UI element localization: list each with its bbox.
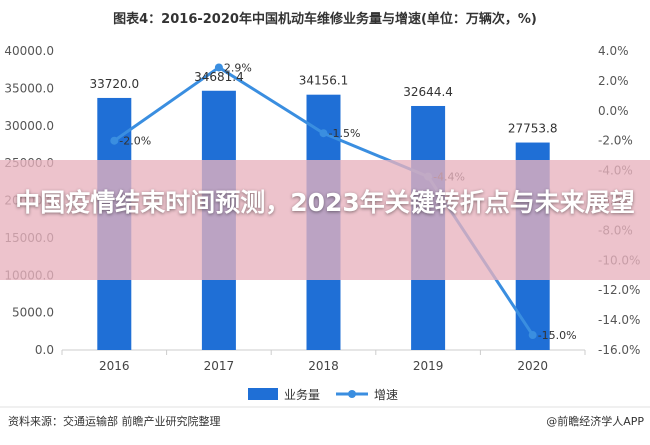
legend: 业务量 增速 bbox=[248, 387, 398, 402]
y-left-tick-label: 40000.0 bbox=[4, 44, 54, 58]
y-right-tick-label: 4.0% bbox=[598, 44, 629, 58]
y-right-tick-label: -14.0% bbox=[598, 313, 640, 327]
y-left-tick-label: 5000.0 bbox=[12, 306, 54, 320]
brand-watermark: @前瞻经济学人APP bbox=[546, 414, 644, 428]
headline-text: 中国疫情结束时间预测，2023年关键转折点与未来展望 bbox=[15, 188, 635, 217]
x-tick-label: 2020 bbox=[517, 359, 548, 373]
y-left-tick-label: 35000.0 bbox=[4, 81, 54, 95]
bar-value-label: 34156.1 bbox=[299, 74, 349, 88]
legend-bar-swatch bbox=[248, 388, 278, 400]
headline-banner bbox=[0, 160, 650, 280]
chart-title: 图表4：2016-2020年中国机动车维修业务量与增速(单位：万辆次，%) bbox=[113, 11, 537, 27]
legend-line-marker bbox=[348, 390, 356, 398]
legend-bar-label: 业务量 bbox=[284, 387, 320, 402]
bar-value-label: 34681.4 bbox=[194, 70, 244, 84]
x-tick-label: 2019 bbox=[413, 359, 444, 373]
y-right-tick-label: 2.0% bbox=[598, 74, 629, 88]
x-tick-label: 2016 bbox=[99, 359, 130, 373]
growth-value-label: -1.5% bbox=[329, 127, 361, 140]
growth-point-2020 bbox=[528, 331, 537, 340]
legend-line-label: 增速 bbox=[374, 388, 398, 402]
y-right-tick-label: -12.0% bbox=[598, 283, 640, 297]
growth-value-label: 2.9% bbox=[224, 61, 252, 74]
y-right-tick-label: -2.0% bbox=[598, 134, 633, 148]
y-left-tick-label: 0.0 bbox=[35, 343, 54, 357]
bar-value-label: 32644.4 bbox=[403, 85, 453, 99]
growth-value-label: -15.0% bbox=[538, 329, 577, 342]
source-note: 资料来源：交通运输部 前瞻产业研究院整理 bbox=[8, 414, 221, 428]
y-left-tick-label: 30000.0 bbox=[4, 119, 54, 133]
growth-point-2016 bbox=[110, 136, 119, 145]
y-right-tick-label: 0.0% bbox=[598, 104, 629, 118]
bar-value-label: 27753.8 bbox=[508, 122, 558, 136]
bar-value-label: 33720.0 bbox=[89, 77, 139, 91]
x-tick-label: 2018 bbox=[308, 359, 339, 373]
growth-value-label: -2.0% bbox=[119, 135, 151, 148]
y-right-tick-label: -16.0% bbox=[598, 343, 640, 357]
x-tick-label: 2017 bbox=[204, 359, 235, 373]
growth-point-2017 bbox=[214, 63, 223, 72]
growth-point-2018 bbox=[319, 129, 328, 138]
